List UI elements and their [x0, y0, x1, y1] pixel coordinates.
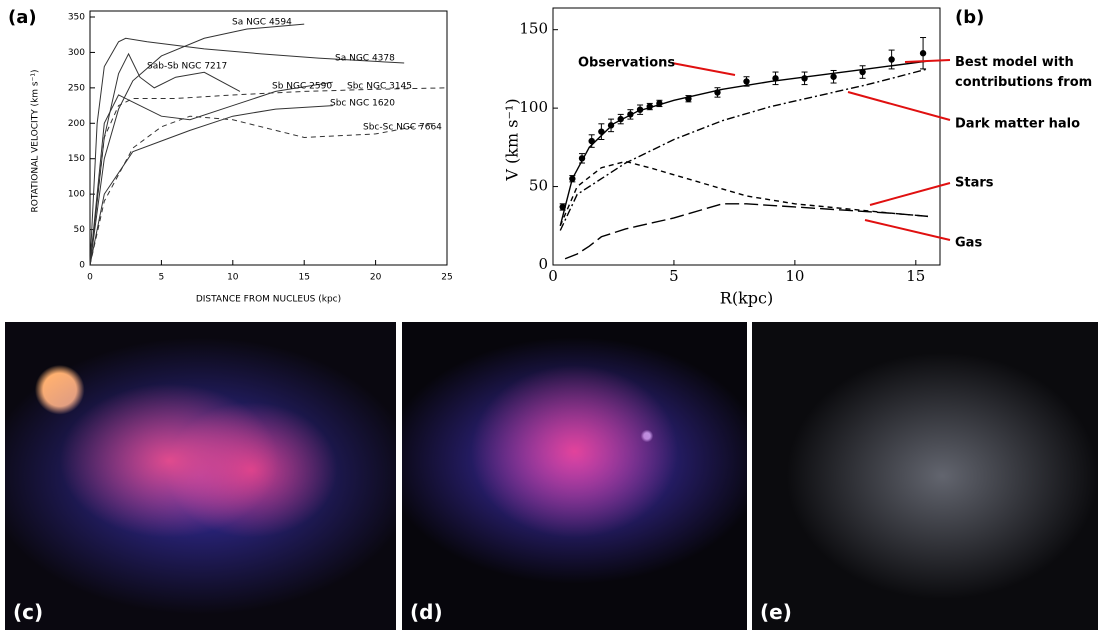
panel-label: (e)	[760, 600, 792, 624]
data-point	[830, 74, 836, 80]
x-tick-label: 5	[159, 273, 165, 283]
series-annotation: Sbc NGC 1620	[330, 99, 395, 109]
series-annotation: Sbc-Sc NGC 7664	[363, 123, 442, 133]
plot-frame	[553, 8, 940, 265]
x-tick-label: 15	[906, 267, 925, 285]
series-line	[90, 82, 333, 265]
series-annotation: Stars	[955, 176, 994, 191]
series-annotation: Sa NGC 4378	[335, 54, 395, 64]
data-point	[920, 50, 926, 56]
series-annotation: Sb NGC 2590	[272, 82, 332, 92]
image-panel: (e)	[752, 322, 1098, 630]
y-tick-label: 50	[529, 177, 548, 195]
annotation-pointer	[865, 220, 950, 240]
x-tick-label: 5	[669, 267, 679, 285]
annotation-pointer	[848, 92, 950, 120]
series-annotation: Dark matter halo	[955, 117, 1080, 132]
y-tick-label: 50	[74, 225, 86, 235]
plot-frame	[90, 11, 447, 265]
y-tick-label: 150	[68, 154, 85, 164]
panel-label: (b)	[955, 7, 984, 28]
y-tick-label: 350	[68, 13, 85, 23]
y-tick-label: 0	[79, 261, 85, 271]
x-tick-label: 15	[298, 273, 309, 283]
series-line	[560, 161, 928, 225]
annotation-pointer	[672, 63, 735, 75]
y-tick-label: 150	[519, 20, 548, 38]
data-point	[743, 78, 749, 84]
x-axis-title: DISTANCE FROM NUCLEUS (kpc)	[196, 295, 341, 305]
series-line	[90, 54, 240, 265]
panel-label: (c)	[13, 600, 43, 624]
y-tick-label: 0	[538, 255, 548, 273]
y-axis-title: V (km s⁻¹)	[503, 98, 522, 181]
x-tick-label: 0	[548, 267, 558, 285]
image-panel: (c)	[5, 322, 396, 630]
series-line	[90, 116, 433, 265]
panel-label: (a)	[8, 7, 37, 28]
x-axis-title: R(kpc)	[720, 289, 773, 308]
series-annotation: Gas	[955, 236, 982, 251]
image-panel: (d)	[402, 322, 747, 630]
x-tick-label: 10	[785, 267, 804, 285]
data-point	[888, 56, 894, 62]
series-annotation: Sa NGC 4594	[232, 18, 292, 28]
y-tick-label: 100	[519, 98, 548, 116]
x-tick-label: 10	[227, 273, 239, 283]
series-line	[560, 69, 928, 231]
panel-label: (d)	[410, 600, 443, 624]
y-tick-label: 200	[68, 119, 85, 129]
x-tick-label: 20	[370, 273, 382, 283]
series-line	[90, 88, 447, 265]
y-tick-label: 300	[68, 48, 85, 58]
x-tick-label: 0	[87, 273, 93, 283]
series-annotation: Sbc NGC 3145	[347, 82, 412, 92]
series-line	[90, 106, 333, 265]
series-annotation: Observations	[578, 56, 675, 71]
series-line	[560, 61, 928, 226]
page: (a)0510152025050100150200250300350DISTAN…	[0, 0, 1098, 630]
y-axis-title: ROTATIONAL VELOCITY (km s⁻¹)	[31, 70, 41, 213]
annotation-pointer	[905, 60, 950, 62]
series-annotation: Sab-Sb NGC 7217	[147, 62, 227, 72]
series-line	[90, 24, 304, 265]
y-tick-label: 250	[68, 83, 85, 93]
annotation-pointer	[870, 183, 950, 205]
y-tick-label: 100	[68, 190, 85, 200]
x-tick-label: 25	[441, 273, 452, 283]
